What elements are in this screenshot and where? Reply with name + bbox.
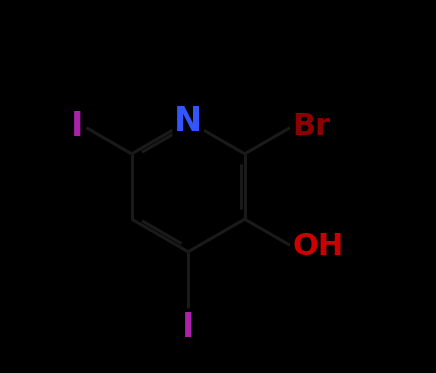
Text: I: I bbox=[72, 110, 84, 143]
Text: OH: OH bbox=[293, 232, 344, 261]
Text: Br: Br bbox=[293, 112, 330, 141]
Text: I: I bbox=[182, 311, 194, 344]
Text: N: N bbox=[174, 105, 202, 138]
